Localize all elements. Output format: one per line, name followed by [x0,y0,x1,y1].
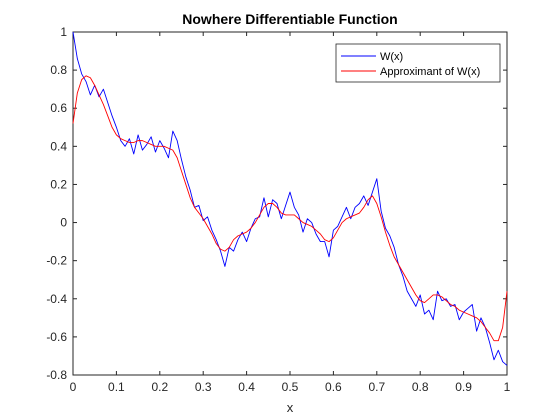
y-tick-label: 0 [60,216,67,230]
y-tick-label: 1 [60,25,67,39]
x-tick-label: 0.4 [238,380,255,394]
x-tick-label: 0.6 [325,380,342,394]
series-line-approximant [72,75,508,342]
y-tick-label: 0.2 [50,177,67,191]
x-tick-label: 0 [70,380,77,394]
x-tick-label: 0.3 [195,380,212,394]
legend-box [335,43,501,83]
y-tick-label: 0.6 [50,101,67,115]
legend-label-approximant: Approximant of W(x) [380,66,480,78]
y-tick-label: -0.8 [46,368,67,382]
data-lines [72,31,508,366]
legend-label-w: W(x) [380,51,403,63]
x-tick-label: 0.8 [412,380,429,394]
y-tick-label: 0.4 [50,139,67,153]
x-tick-label: 0.1 [108,380,125,394]
y-tick-label: -0.4 [46,292,67,306]
legend: W(x) Approximant of W(x) [335,43,501,83]
axis-ticks: 0 0.1 0.2 0.3 0.4 0.5 0.6 0.7 0.8 0.9 1 -0.8 -0.6 -0.… [46,25,510,394]
y-tick-label: -0.2 [46,254,67,268]
y-tick-label: -0.6 [46,330,67,344]
x-tick-label: 0.5 [282,380,299,394]
plot-area [72,31,508,376]
x-tick-label: 0.7 [368,380,385,394]
x-axis-label: x [287,400,294,415]
y-tick-label: 0.8 [50,63,67,77]
x-tick-label: 0.9 [455,380,472,394]
x-tick-label: 0.2 [151,380,168,394]
x-tick-label: 1 [504,380,511,394]
chart-title: Nowhere Differentiable Function [182,11,397,27]
series-line-w [72,31,508,366]
